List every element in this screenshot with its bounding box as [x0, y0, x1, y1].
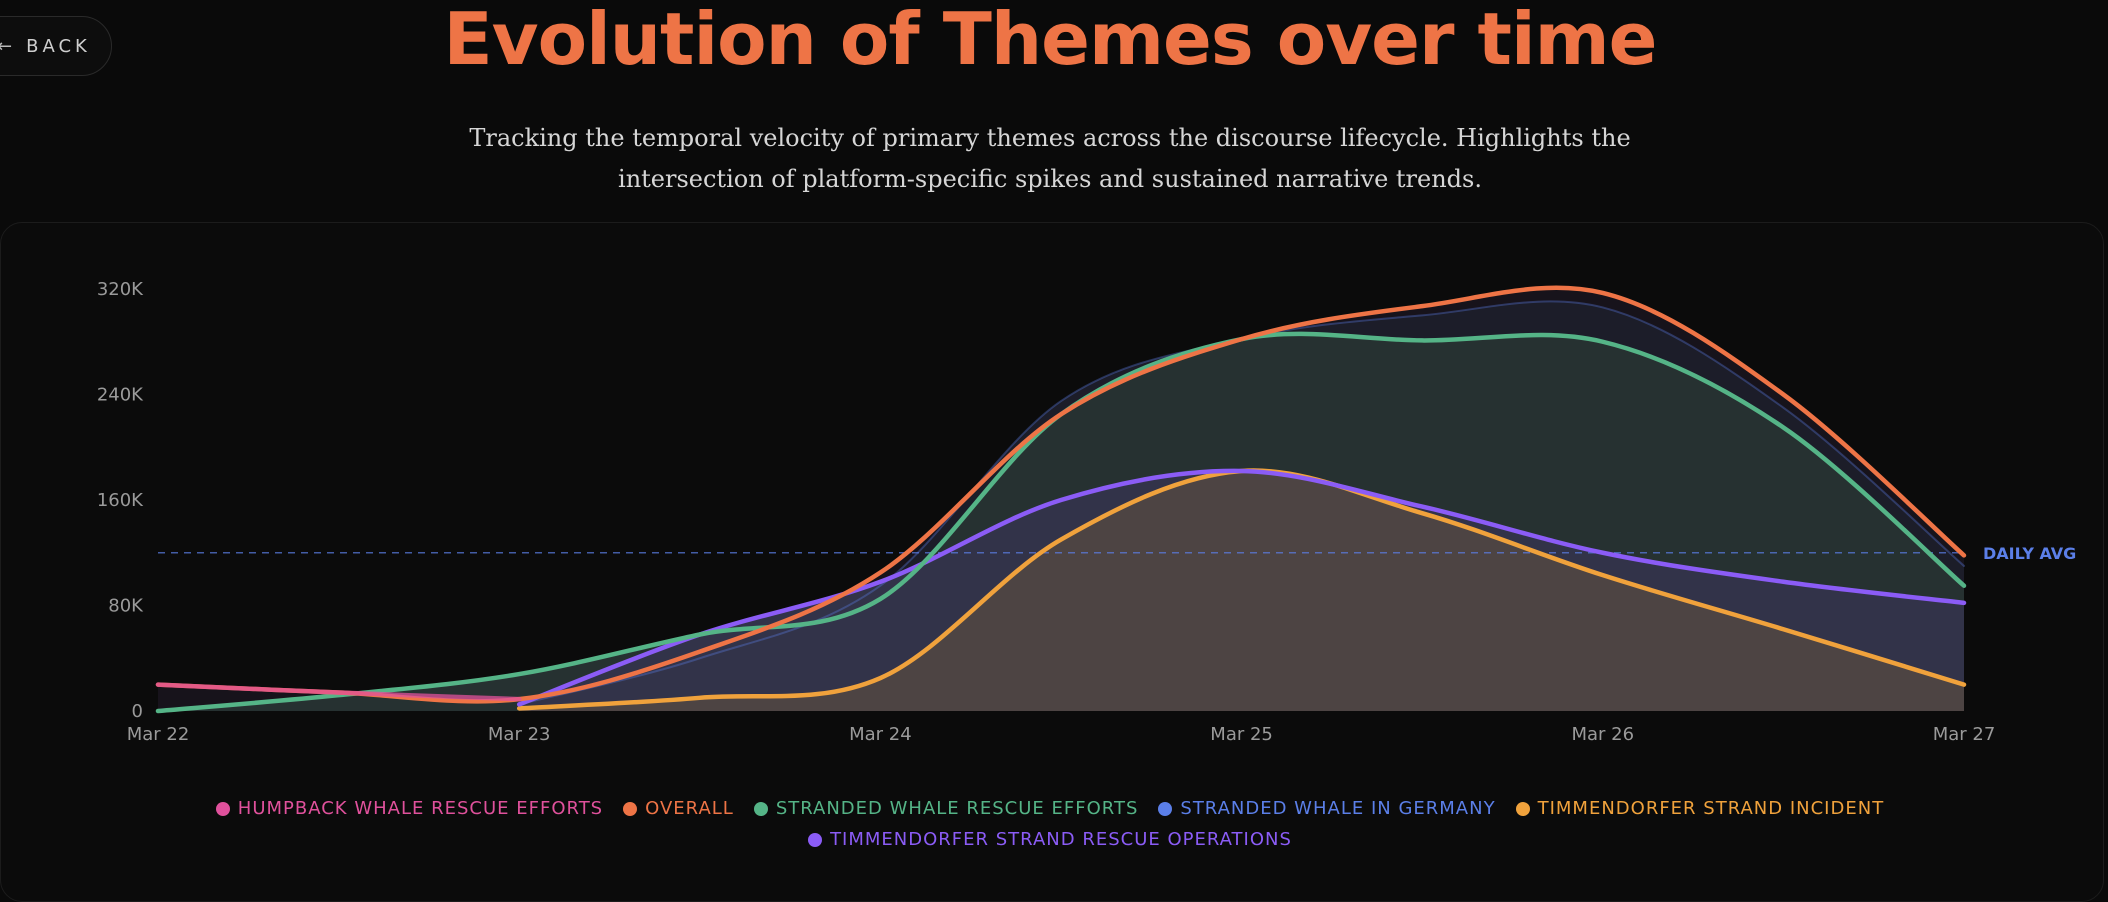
x-tick-label: Mar 22 [127, 724, 190, 745]
legend-dot-icon [1515, 801, 1530, 816]
legend-label: HUMPBACK WHALE RESCUE EFFORTS [237, 798, 604, 819]
x-tick-label: Mar 26 [1572, 724, 1635, 745]
legend-label: STRANDED WHALE RESCUE EFFORTS [775, 798, 1139, 819]
x-tick-label: Mar 24 [849, 724, 912, 745]
y-tick-label: 80K [108, 596, 144, 617]
y-tick-label: 320K [97, 279, 144, 300]
legend-item[interactable]: STRANDED WHALE IN GERMANY [1158, 798, 1495, 819]
legend-label: TIMMENDORFER STRAND INCIDENT [1537, 798, 1885, 819]
chart-legend: HUMPBACK WHALE RESCUE EFFORTS OVERALL STRA… [160, 798, 1940, 850]
y-tick-label: 160K [97, 490, 144, 511]
series-line [516, 468, 1967, 707]
legend-item[interactable]: OVERALL [623, 798, 734, 819]
back-button[interactable]: ← BACK [0, 16, 112, 76]
x-tick-label: Mar 27 [1933, 724, 1996, 745]
page-subtitle: Tracking the temporal velocity of primar… [469, 124, 1631, 193]
x-tick-label: Mar 25 [1210, 724, 1273, 745]
legend-item[interactable]: HUMPBACK WHALE RESCUE EFFORTS [215, 798, 604, 819]
daily-avg-label: DAILY AVG [1983, 544, 2076, 563]
x-tick-label: Mar 23 [488, 724, 551, 745]
legend-dot-icon [808, 832, 823, 847]
theme-evolution-chart: 0 80K 160K 240K 320K Mar 22 Mar 23 Mar 24 Mar 25… [97, 279, 2076, 745]
arrow-left-icon: ← [0, 35, 13, 57]
y-tick-label: 0 [132, 701, 143, 722]
legend-dot-icon [1158, 801, 1173, 816]
legend-item[interactable]: TIMMENDORFER STRAND RESCUE OPERATIONS [808, 829, 1292, 850]
legend-dot-icon [215, 801, 230, 816]
legend-item[interactable]: STRANDED WHALE RESCUE EFFORTS [753, 798, 1139, 819]
back-button-label: BACK [26, 35, 91, 57]
page-title: Evolution of Themes over time [443, 0, 1658, 81]
legend-dot-icon [623, 801, 638, 816]
legend-item[interactable]: TIMMENDORFER STRAND INCIDENT [1515, 798, 1885, 819]
legend-dot-icon [753, 801, 768, 816]
y-tick-label: 240K [97, 385, 144, 406]
series-line [155, 682, 522, 702]
legend-label: STRANDED WHALE IN GERMANY [1180, 798, 1496, 819]
legend-label: OVERALL [645, 798, 734, 819]
series-area [519, 470, 1965, 711]
legend-label: TIMMENDORFER STRAND RESCUE OPERATIONS [830, 829, 1292, 850]
series-line [155, 285, 1967, 704]
